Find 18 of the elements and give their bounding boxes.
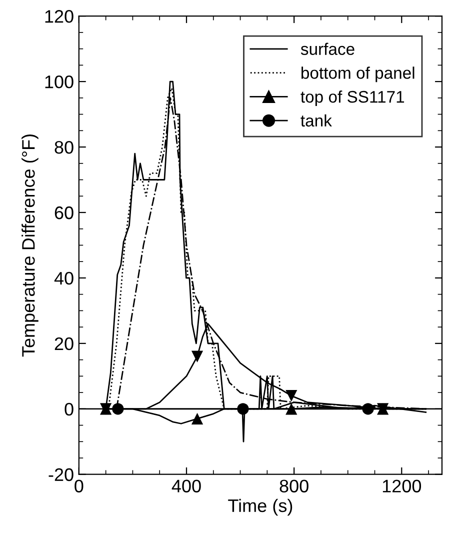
x-tick-label: 1200	[382, 480, 422, 492]
x-tick-label: 400	[172, 480, 201, 492]
y-tick-label: 100	[45, 75, 74, 88]
y-tick-label: 60	[54, 206, 74, 220]
y-tick-label: -20	[48, 468, 74, 482]
x-axis-title: Time (s)	[228, 498, 292, 516]
legend-label: tank	[300, 114, 332, 127]
y-tick-label: 120	[45, 10, 74, 23]
y-axis-title: Temperature Difference (°F)	[22, 134, 38, 357]
x-tick-label: 800	[280, 480, 308, 492]
x-tick-label: 0	[74, 480, 84, 492]
y-tick-label: 80	[54, 140, 74, 154]
y-tick-label: 20	[54, 337, 74, 350]
y-tick-label: 40	[54, 272, 74, 285]
legend-label: top of SS1171	[300, 90, 404, 106]
legend-label: bottom of panel	[302, 66, 414, 82]
legend-label: surface	[300, 42, 354, 55]
y-tick-label: 0	[64, 402, 74, 416]
